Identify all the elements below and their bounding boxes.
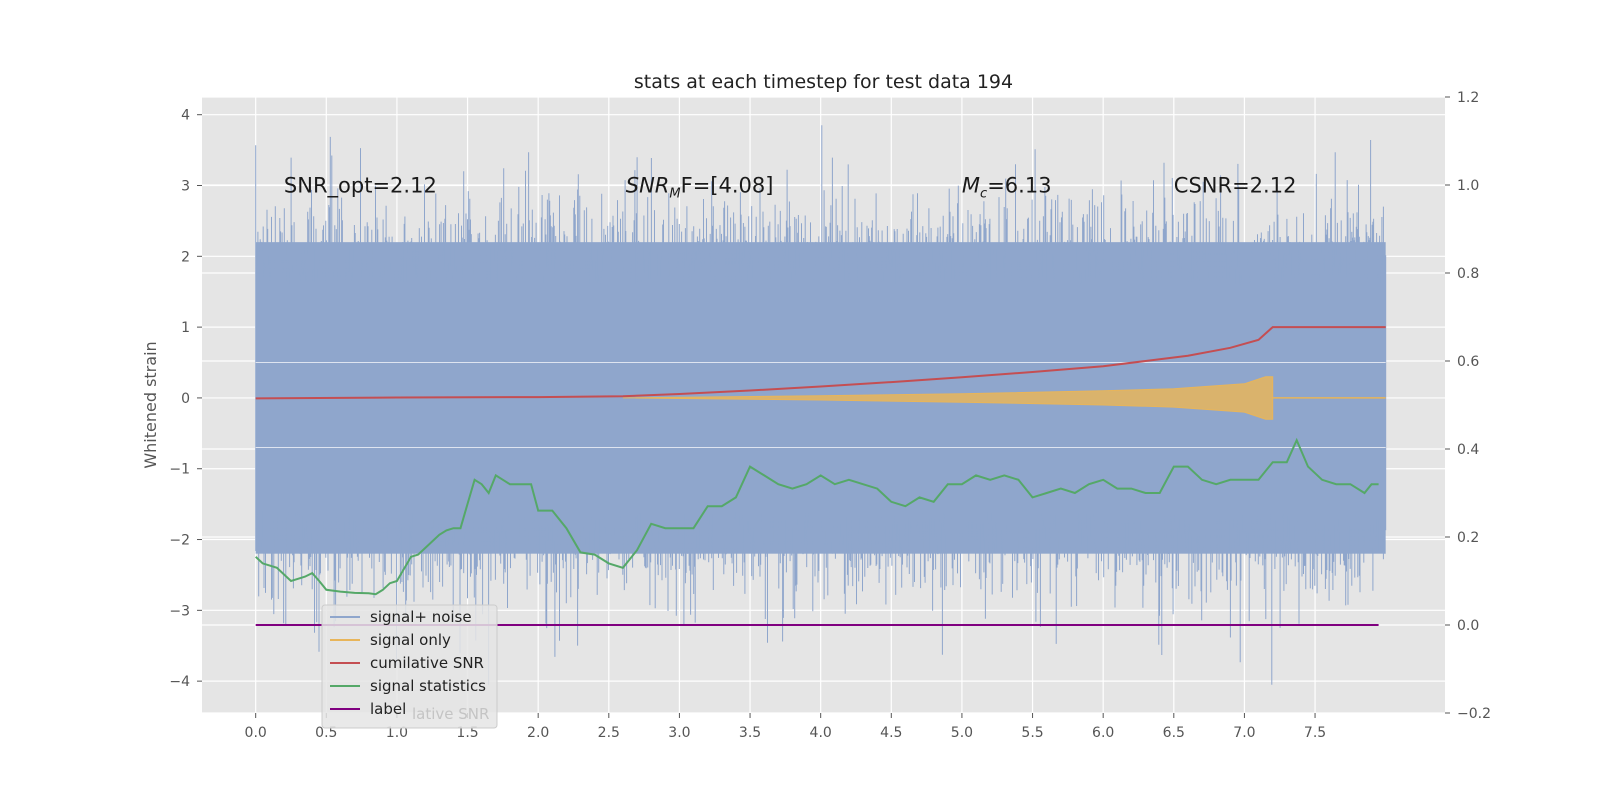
annotation: SNRMF=[4.08] [626,174,774,202]
y2-tick-label: 1.0 [1457,178,1479,194]
y2-tick-label: 0.2 [1457,530,1479,546]
x-tick-label: 4.5 [880,725,902,741]
legend-entry: signal+ noise [370,608,472,626]
y2-tick-label: 0.0 [1457,618,1479,634]
y2-tick-label: 0.8 [1457,266,1479,282]
legend-entry: label [370,700,406,718]
x-tick-label: 0.5 [315,725,337,741]
y-tick-label: −2 [169,533,190,549]
axes: 0.0 0.5 1.0 1.5 2.0 2.5 3.0 3.5 4.0 4.5 5.0 5.5 6.0 6… [169,90,1491,741]
y-axis-label: Whitened strain [141,341,160,468]
y-tick-label: −3 [169,603,190,619]
y2-tick-label: 0.4 [1457,442,1479,458]
signal-statistics-series [255,437,1379,596]
annotation: SNR_opt=2.12 [284,174,437,199]
x-tick-label: 6.0 [1092,725,1114,741]
legend-entry: cumilative SNR [370,654,484,672]
y-tick-label: 0 [181,391,190,407]
x-tick-label: 5.0 [951,725,973,741]
y2-tick-label: 1.2 [1457,90,1479,106]
x-tick-label: 5.5 [1021,725,1043,741]
y-tick-label: 3 [181,179,190,195]
x-tick-label: 6.5 [1163,725,1185,741]
annotation: Mc=6.13 [962,174,1052,202]
x-tick-label: 3.0 [668,725,690,741]
x-tick-label: 7.5 [1304,725,1326,741]
y-tick-label: 1 [181,320,190,336]
legend: lative SNR signal+ noise signal only cumila… [321,604,498,729]
legend-box [321,604,498,729]
chart-title: stats at each timestep for test data 194 [634,71,1013,93]
x-tick-label: 7.0 [1233,725,1255,741]
x-tick-label: 2.5 [598,725,620,741]
x-tick-label: 4.0 [810,725,832,741]
x-tick-label: 1.5 [456,725,478,741]
legend-entry: signal statistics [370,677,486,695]
x-tick-label: 0.0 [245,725,267,741]
y2-tick-label: 0.6 [1457,354,1479,370]
x-tick-label: 2.0 [527,725,549,741]
series-layer [255,326,1386,626]
x-tick-label: 3.5 [739,725,761,741]
legend-entry: signal only [370,631,451,649]
annotations: SNR_opt=2.12 SNRMF=[4.08] Mc=6.13 CSNR=2.12 [284,174,1297,202]
cumulative-snr-series [255,326,1386,400]
annotation: CSNR=2.12 [1174,174,1297,198]
legend-ghost-text: lative SNR [412,705,489,723]
y-tick-label: −1 [169,462,190,478]
y-tick-label: 4 [181,108,190,124]
y2-tick-label: −0.2 [1457,706,1491,722]
y-tick-label: 2 [181,249,190,265]
y-tick-label: −4 [169,674,190,690]
x-tick-label: 1.0 [386,725,408,741]
